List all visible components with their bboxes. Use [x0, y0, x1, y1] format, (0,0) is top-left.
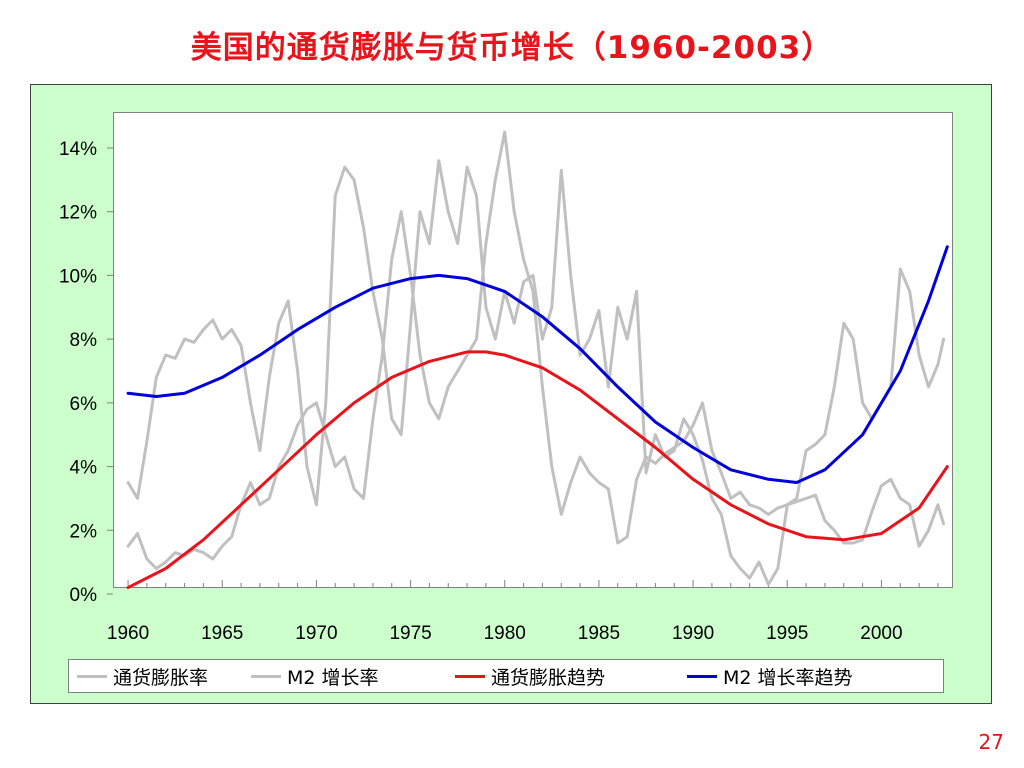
- x-tick-label: 1975: [389, 623, 431, 644]
- plot-area: [113, 112, 953, 588]
- y-tick-label: 6%: [70, 394, 98, 415]
- series-line-m2-growth: [126, 159, 946, 586]
- legend-label-m2-trend: M2 增长率趋势: [723, 666, 853, 689]
- x-tick-label: 1960: [107, 623, 149, 644]
- x-tick-label: 2000: [860, 623, 902, 644]
- y-tick-label: 2%: [70, 521, 98, 542]
- x-tick-label: 1995: [766, 623, 808, 644]
- x-tick-label: 1965: [201, 623, 243, 644]
- legend-label-m2-growth: M2 增长率: [287, 666, 379, 689]
- x-tick-label: 1980: [484, 623, 526, 644]
- legend-swatch-inflation-trend: [455, 674, 485, 678]
- page-number: 27: [978, 730, 1004, 754]
- series-line-m2-trend: [126, 245, 949, 484]
- legend-label-inflation-rate: 通货膨胀率: [113, 666, 209, 689]
- slide-title: 美国的通货膨胀与货币增长（1960-2003）: [190, 30, 834, 66]
- legend-item-m2-trend: M2 增长率趋势: [687, 660, 853, 692]
- legend-item-inflation-rate: 通货膨胀率: [77, 660, 208, 692]
- y-tick-label: 4%: [70, 458, 98, 479]
- series-line-inflation-rate: [126, 130, 946, 570]
- legend-item-m2-growth: M2 增长率: [251, 660, 379, 692]
- x-tick-label: 1985: [578, 623, 620, 644]
- legend-swatch-inflation-rate: [77, 674, 107, 678]
- legend-item-inflation-trend: 通货膨胀趋势: [455, 660, 605, 692]
- x-tick-label: 1990: [672, 623, 714, 644]
- legend-swatch-m2-growth: [251, 674, 281, 678]
- y-tick-label: 8%: [70, 330, 98, 351]
- x-tick-label: 1970: [295, 623, 337, 644]
- y-tick-label: 12%: [59, 203, 97, 224]
- y-tick-label: 0%: [70, 585, 98, 606]
- y-tick-label: 10%: [59, 266, 97, 287]
- legend: 通货膨胀率 M2 增长率 通货膨胀趋势 M2 增长率趋势: [68, 659, 944, 693]
- legend-swatch-m2-trend: [687, 674, 717, 678]
- y-tick-label: 14%: [59, 139, 97, 160]
- series-line-inflation-trend: [126, 350, 949, 590]
- legend-label-inflation-trend: 通货膨胀趋势: [491, 666, 606, 689]
